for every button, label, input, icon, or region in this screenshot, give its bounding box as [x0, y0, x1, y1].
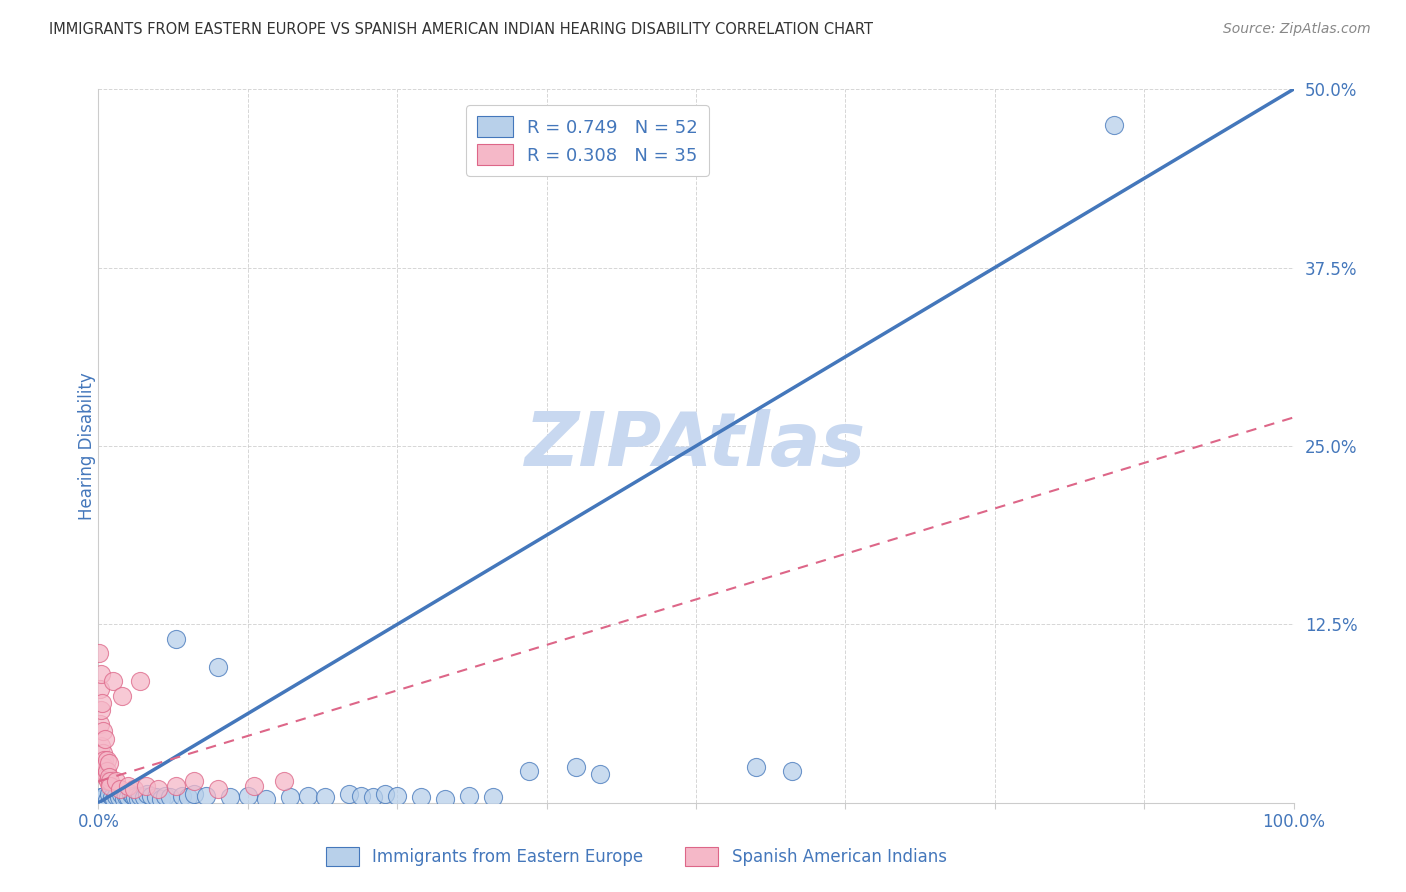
Point	[207, 781, 229, 796]
Point	[565, 760, 588, 774]
Point	[96, 793, 118, 807]
Point	[183, 787, 205, 801]
Point	[745, 760, 768, 774]
Point	[411, 790, 433, 805]
Point	[315, 790, 337, 805]
Point	[105, 789, 128, 803]
Text: ZIPAtlas: ZIPAtlas	[526, 409, 866, 483]
Point	[120, 787, 142, 801]
Text: IMMIGRANTS FROM EASTERN EUROPE VS SPANISH AMERICAN INDIAN HEARING DISABILITY COR: IMMIGRANTS FROM EASTERN EUROPE VS SPANIS…	[49, 22, 873, 37]
Point	[101, 674, 124, 689]
Point	[458, 789, 481, 803]
Point	[236, 789, 259, 803]
Point	[155, 789, 177, 803]
Point	[517, 764, 540, 779]
Point	[97, 774, 120, 789]
Point	[124, 790, 146, 805]
Point	[589, 767, 612, 781]
Point	[90, 739, 112, 753]
Point	[135, 779, 157, 793]
Point	[219, 790, 242, 805]
Point	[112, 791, 135, 805]
Point	[87, 646, 110, 660]
Point	[107, 790, 129, 805]
Point	[129, 789, 152, 803]
Point	[363, 790, 385, 805]
Point	[94, 767, 117, 781]
Point	[780, 764, 803, 779]
Point	[93, 753, 115, 767]
Point	[350, 789, 373, 803]
Point	[98, 779, 122, 793]
Point	[124, 781, 146, 796]
Point	[93, 789, 115, 803]
Point	[111, 689, 134, 703]
Point	[127, 791, 149, 805]
Point	[90, 790, 112, 805]
Point	[273, 774, 295, 789]
Point	[108, 781, 131, 796]
Point	[434, 791, 457, 805]
Point	[177, 790, 200, 805]
Point	[165, 779, 187, 793]
Point	[195, 789, 218, 803]
Point	[159, 790, 181, 805]
Point	[91, 791, 114, 805]
Point	[94, 731, 117, 746]
Point	[96, 753, 118, 767]
Point	[98, 787, 121, 801]
Point	[129, 674, 152, 689]
Point	[98, 774, 121, 789]
Point	[207, 660, 229, 674]
Point	[89, 681, 111, 696]
Point	[122, 789, 145, 803]
Point	[96, 770, 118, 784]
Point	[93, 760, 115, 774]
Point	[148, 781, 170, 796]
Point	[374, 787, 396, 801]
Point	[254, 791, 277, 805]
Point	[165, 632, 187, 646]
Point	[115, 789, 138, 803]
Point	[96, 764, 118, 779]
Text: Source: ZipAtlas.com: Source: ZipAtlas.com	[1223, 22, 1371, 37]
Point	[149, 791, 172, 805]
Point	[117, 790, 139, 805]
Point	[132, 790, 155, 805]
Point	[105, 774, 128, 789]
Point	[97, 756, 120, 770]
Point	[91, 696, 114, 710]
Point	[91, 724, 114, 739]
Y-axis label: Hearing Disability: Hearing Disability	[79, 372, 96, 520]
Point	[103, 791, 125, 805]
Point	[172, 789, 194, 803]
Point	[100, 790, 122, 805]
Point	[297, 789, 319, 803]
Point	[278, 790, 301, 805]
Point	[91, 746, 114, 760]
Point	[117, 779, 139, 793]
Legend: Immigrants from Eastern Europe, Spanish American Indians: Immigrants from Eastern Europe, Spanish …	[319, 840, 953, 873]
Point	[90, 703, 112, 717]
Point	[139, 789, 162, 803]
Point	[339, 787, 361, 801]
Point	[145, 790, 167, 805]
Point	[1104, 118, 1126, 132]
Point	[385, 789, 409, 803]
Point	[89, 717, 111, 731]
Point	[243, 779, 266, 793]
Point	[110, 787, 132, 801]
Point	[183, 774, 205, 789]
Point	[482, 790, 505, 805]
Point	[90, 667, 112, 681]
Point	[136, 787, 159, 801]
Point	[98, 770, 121, 784]
